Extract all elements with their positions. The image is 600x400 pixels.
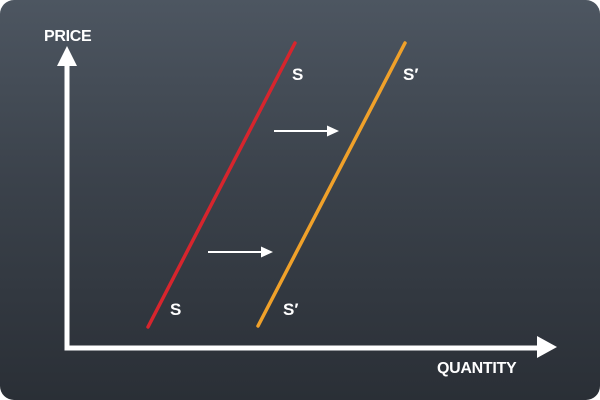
shift-arrow-upper [274,125,339,137]
x-axis-arrowhead [537,336,557,358]
y-axis-arrowhead [57,46,77,66]
y-axis-label: PRICE [44,28,92,45]
supply-s-prime-bottom-label: S′ [283,300,298,319]
x-axis-label: QUANTITY [437,360,517,377]
supply-s-bottom-label: S [170,300,181,319]
shift-arrow-lower [208,246,273,258]
axes [57,46,557,358]
shift-arrow-lower-head [261,246,273,258]
supply-s-top-label: S [292,65,303,84]
supply-s-prime-top-label: S′ [403,65,418,84]
supply-curve-s [146,41,297,329]
shift-arrow-upper-head [327,125,339,137]
supply-curve-s-prime [256,41,407,328]
